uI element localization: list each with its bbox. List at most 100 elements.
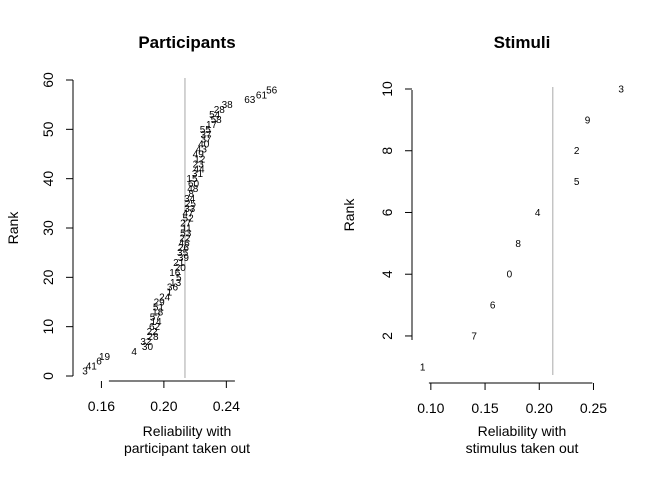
- participants-y-axis: 0 10 20 30 40 50 60: [40, 72, 74, 380]
- participants-point-label: 20: [175, 263, 187, 274]
- participants-y-tick-label: 60: [40, 72, 56, 88]
- participants-point-label: 53: [180, 228, 192, 239]
- participants-point-label: 52: [183, 214, 195, 225]
- participants-x-tick-label: 0.24: [213, 398, 240, 414]
- stimuli-point-label: 7: [471, 331, 477, 342]
- participants-point-label: 35: [177, 248, 189, 259]
- participants-point-label: 31: [192, 169, 204, 180]
- participants-point-label: 13: [170, 278, 182, 289]
- participants-point-label: 6: [96, 357, 102, 368]
- participants-point-label: 39: [178, 253, 190, 264]
- participants-point-label: 38: [222, 100, 234, 111]
- stimuli-x-tick-label: 0.15: [471, 400, 498, 416]
- participants-point-label: 15: [186, 174, 198, 185]
- stimuli-x-tick-label: 0.20: [526, 400, 553, 416]
- participants-xlabel: Reliability with participant taken out: [124, 423, 250, 456]
- participants-point-label: 56: [266, 85, 278, 96]
- stimuli-points: 1 7 6 0 8 4 5 2 9 3: [420, 85, 624, 374]
- participants-point-label: 44: [193, 164, 205, 175]
- participants-point-label: 18: [152, 307, 164, 318]
- participants-point-label: 17: [206, 120, 218, 131]
- participants-x-tick-label: 0.16: [88, 398, 115, 414]
- stimuli-point-label: 8: [515, 239, 521, 250]
- participants-x-tick-label: 0.20: [150, 398, 177, 414]
- participants-point-label: 1: [167, 288, 173, 299]
- participants-point-label: 30: [142, 342, 154, 353]
- participants-point-label: 24: [159, 293, 171, 304]
- stimuli-x-tick-label: 0.25: [580, 400, 607, 416]
- participants-point-label: 37: [200, 135, 212, 146]
- participants-point-label: 51: [153, 302, 165, 313]
- participants-title: Participants: [138, 33, 235, 52]
- participants-point-label: 62: [149, 322, 161, 333]
- participants-y-tick-label: 40: [40, 171, 56, 187]
- stimuli-y-tick-label: 8: [379, 147, 395, 155]
- stimuli-point-label: 5: [574, 177, 580, 188]
- stimuli-point-label: 3: [618, 85, 624, 96]
- stimuli-point-label: 4: [535, 208, 541, 219]
- participants-point-label: 36: [167, 283, 179, 294]
- participants-point-label: 26: [178, 243, 190, 254]
- participants-point-label: 43: [196, 145, 208, 156]
- participants-panel: Participants Rank Reliability with partic…: [5, 33, 278, 456]
- participants-point-label: 58: [211, 115, 223, 126]
- participants-point-label: 41: [86, 362, 98, 373]
- participants-x-axis: 0.16 0.20 0.24: [88, 380, 240, 414]
- participants-point-label: 48: [187, 184, 199, 195]
- participants-point-label: 22: [179, 233, 191, 244]
- participants-point-label: 32: [140, 337, 152, 348]
- participants-point-label: 8: [188, 189, 194, 200]
- participants-point-label: 55: [200, 125, 212, 136]
- stimuli-y-tick-label: 10: [379, 81, 395, 97]
- stimuli-point-label: 6: [490, 301, 496, 312]
- participants-point-label: 5: [176, 273, 182, 284]
- stimuli-ylabel: Rank: [341, 198, 357, 232]
- participants-point-label: 27: [180, 219, 192, 230]
- participants-point-label: 61: [256, 90, 268, 101]
- participants-point-label: 63: [244, 95, 256, 106]
- participants-y-tick-label: 50: [40, 121, 56, 137]
- participants-y-tick-label: 0: [40, 372, 56, 380]
- participants-point-label: 21: [173, 258, 185, 269]
- participants-point-label: 16: [169, 268, 181, 279]
- participants-y-tick-label: 10: [40, 319, 56, 335]
- stimuli-xlabel: Reliability with stimulus taken out: [466, 423, 579, 456]
- participants-point-label: 12: [194, 154, 206, 165]
- participants-point-label: 28: [147, 332, 159, 343]
- stimuli-point-label: 2: [574, 146, 580, 157]
- participants-y-tick-label: 20: [40, 269, 56, 285]
- participants-point-label: 4: [131, 347, 137, 358]
- stimuli-y-tick-label: 4: [379, 270, 395, 278]
- participants-points: 341 619 4 303228226214571851292413613516202…: [82, 85, 277, 377]
- participants-ylabel: Rank: [5, 211, 21, 245]
- stimuli-point-label: 0: [507, 270, 513, 281]
- participants-point-label: 60: [188, 179, 200, 190]
- stimuli-panel: Stimuli Rank Reliability with stimulus ta…: [341, 33, 624, 456]
- participants-point-label: 23: [193, 159, 205, 170]
- participants-point-label: 49: [193, 150, 205, 161]
- stimuli-y-tick-label: 6: [379, 208, 395, 216]
- participants-point-label: 19: [99, 352, 111, 363]
- participants-point-label: 14: [151, 317, 163, 328]
- participants-point-label: 11: [181, 224, 192, 235]
- stimuli-title: Stimuli: [494, 33, 551, 52]
- participants-point-label: 29: [154, 298, 166, 309]
- participants-point-label: 3: [82, 367, 88, 378]
- participants-point-label: 22: [147, 327, 159, 338]
- stimuli-x-axis: 0.10 0.15 0.20 0.25: [417, 382, 607, 416]
- participants-point-label: 25: [185, 199, 197, 210]
- stimuli-y-tick-label: 2: [379, 332, 395, 340]
- participants-point-label: 34: [184, 194, 196, 205]
- stimuli-y-axis: 2 4 6 8 10: [379, 81, 413, 340]
- participants-point-label: 57: [150, 312, 162, 323]
- participants-point-label: 54: [209, 110, 221, 121]
- participants-point-label: 33: [184, 204, 196, 215]
- stimuli-point-label: 9: [585, 115, 591, 126]
- stimuli-x-tick-label: 0.10: [417, 400, 444, 416]
- stimuli-point-label: 1: [420, 362, 426, 373]
- participants-point-label: 40: [198, 140, 210, 151]
- participants-y-tick-label: 30: [40, 220, 56, 236]
- participants-point-label: 47: [183, 209, 195, 220]
- participants-point-label: 37: [200, 130, 212, 141]
